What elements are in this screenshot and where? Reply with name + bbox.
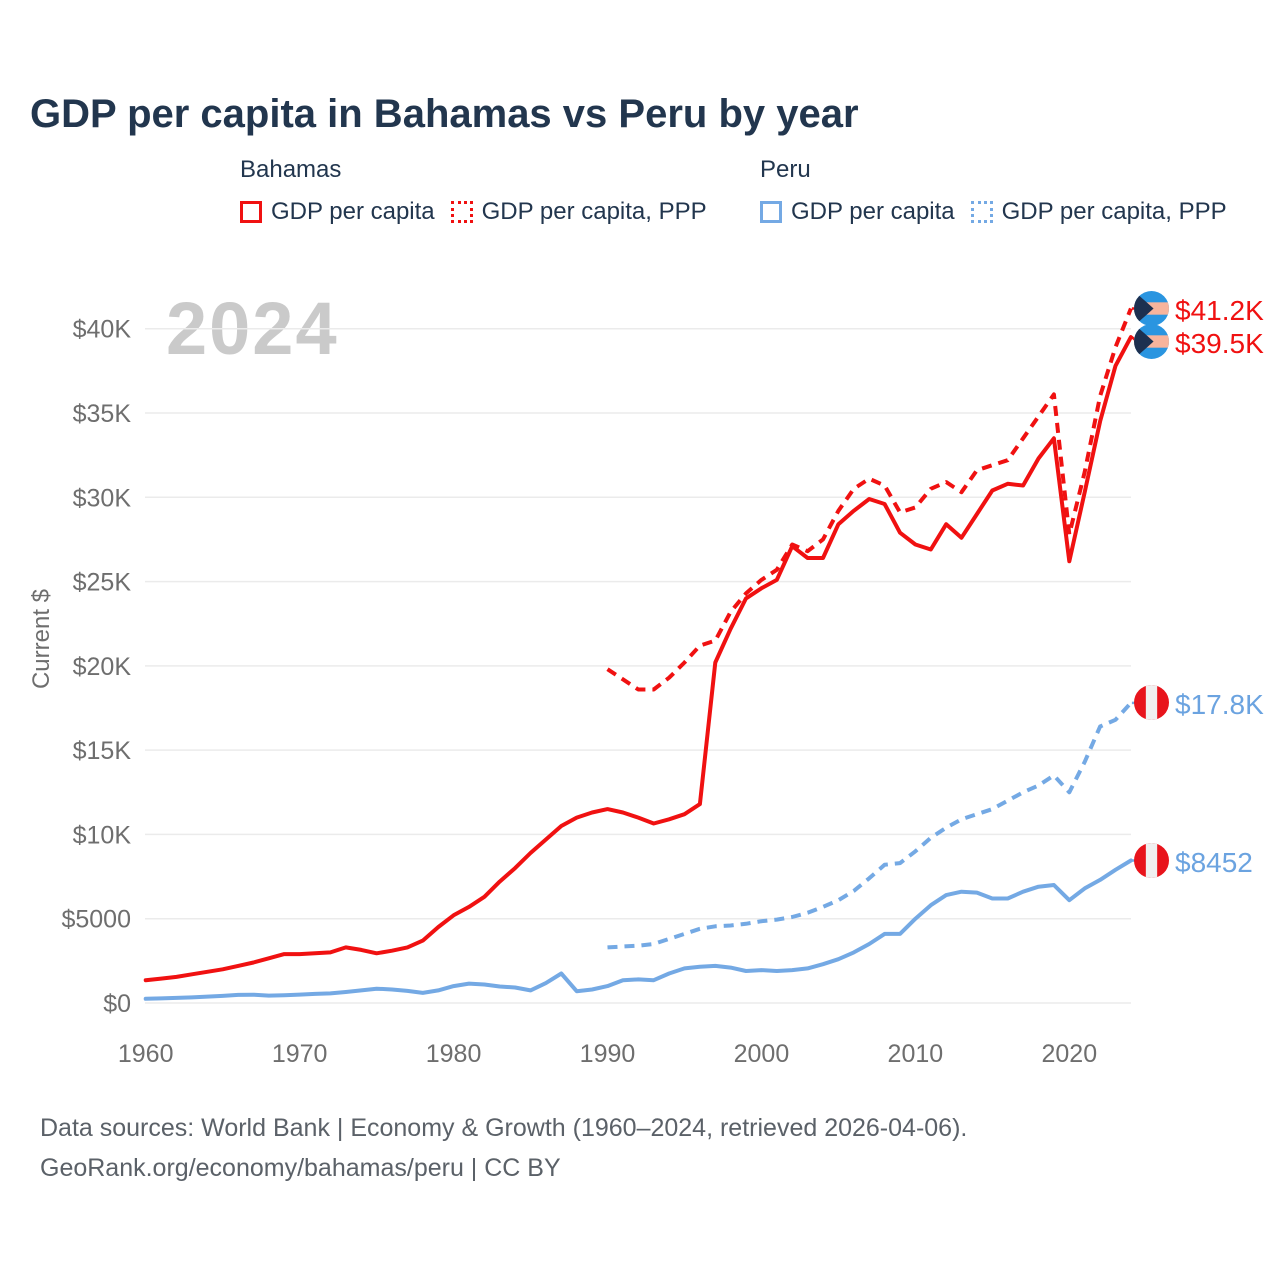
end-label-value: $39.5K (1175, 327, 1264, 359)
legend-item-bahamas-gdp[interactable]: GDP per capita (240, 198, 435, 226)
footer: Data sources: World Bank | Economy & Gro… (40, 1108, 967, 1188)
y-tick-label: $25K (73, 569, 132, 597)
legend-group-bahamas: Bahamas GDP per capita GDP per capita, P… (240, 156, 707, 226)
legend-swatch-dotted-icon (970, 201, 993, 223)
legend-group-label: Bahamas (240, 156, 342, 183)
y-tick-label: $10K (73, 821, 132, 849)
end-label-value: $8452 (1175, 847, 1253, 879)
page-title: GDP per capita in Bahamas vs Peru by yea… (30, 92, 859, 136)
legend-item-label: GDP per capita, PPP (481, 198, 707, 225)
footer-attribution-line: GeoRank.org/economy/bahamas/peru | CC BY (40, 1154, 561, 1182)
y-tick-label: $20K (73, 653, 132, 681)
legend-item-peru-gdp[interactable]: GDP per capita (760, 198, 955, 226)
legend-item-bahamas-gdp-ppp[interactable]: GDP per capita, PPP (450, 198, 707, 226)
bahamas-flag-icon (1134, 290, 1169, 331)
legend-row: GDP per capita GDP per capita, PPP (760, 198, 1227, 226)
peru-flag-icon (1134, 685, 1169, 725)
legend-item-label: GDP per capita (271, 198, 435, 225)
y-tick-label: $40K (73, 316, 132, 344)
x-tick-label: 1980 (426, 1040, 482, 1068)
end-label-peru-gdp-ppp: $17.8K (1134, 685, 1264, 725)
end-label-bahamas-gdp-ppp: $41.2K (1134, 290, 1264, 331)
end-label-value: $17.8K (1175, 689, 1264, 721)
legend-row: GDP per capita GDP per capita, PPP (240, 198, 707, 226)
legend-item-label: GDP per capita, PPP (1001, 198, 1227, 225)
bahamas_gdp-line (143, 335, 1133, 983)
end-label-peru-gdp: $8452 (1134, 843, 1253, 883)
legend-group-label: Peru (760, 156, 811, 183)
x-tick-label: 1960 (118, 1040, 174, 1068)
peru_gdp-line (143, 858, 1133, 1001)
bahamas-flag-icon (1134, 323, 1169, 364)
legend-item-peru-gdp-ppp[interactable]: GDP per capita, PPP (970, 198, 1227, 226)
x-tick-label: 1990 (580, 1040, 636, 1068)
x-tick-label: 2010 (888, 1040, 944, 1068)
y-tick-label: $30K (73, 484, 132, 512)
legend-swatch-solid-icon (240, 201, 262, 223)
legend-item-label: GDP per capita (791, 198, 955, 225)
legend-group-peru: Peru GDP per capita GDP per capita, PPP (760, 156, 1227, 226)
peru_gdp_ppp-line (607, 701, 1133, 950)
y-tick-label: $15K (73, 737, 132, 765)
y-axis-title: Current $ (28, 588, 55, 690)
y-tick-label: $5000 (61, 906, 131, 934)
y-tick-label: $0 (103, 990, 131, 1018)
end-label-value: $41.2K (1175, 294, 1264, 326)
bahamas_gdp_ppp-line (606, 307, 1133, 692)
x-tick-label: 2020 (1041, 1040, 1097, 1068)
footer-sources-line: Data sources: World Bank | Economy & Gro… (40, 1114, 968, 1142)
x-tick-label: 1970 (272, 1040, 328, 1068)
y-tick-label: $35K (73, 400, 132, 428)
legend-swatch-solid-icon (760, 201, 782, 223)
peru-flag-icon (1134, 843, 1169, 883)
end-label-bahamas-gdp: $39.5K (1134, 323, 1264, 364)
x-tick-label: 2000 (734, 1040, 790, 1068)
legend-swatch-dotted-icon (450, 201, 473, 223)
